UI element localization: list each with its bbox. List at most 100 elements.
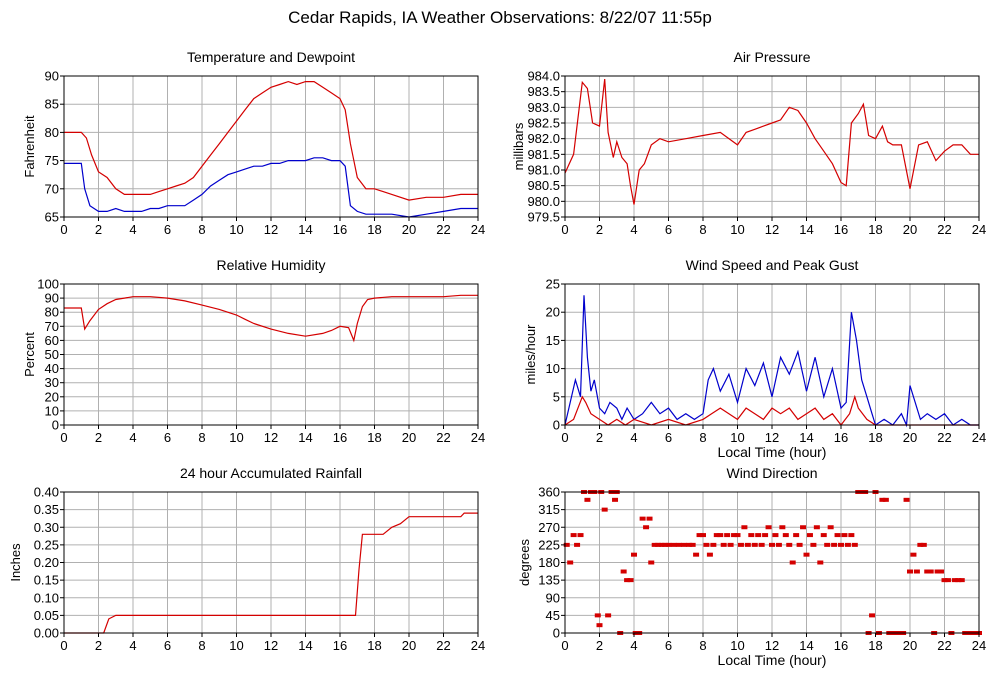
winddir-xtick-label: 12 [765, 638, 779, 653]
pressure-xtick-label: 20 [903, 222, 917, 237]
winddir-point [655, 542, 662, 547]
wind-xtick-label: 18 [868, 430, 882, 445]
rain-xtick-label: 10 [229, 638, 243, 653]
winddir-point [737, 542, 744, 547]
winddir-point [751, 542, 758, 547]
rain-ylabel: Inches [8, 543, 23, 582]
winddir-point [706, 552, 713, 557]
temp-xtick-label: 24 [471, 222, 485, 237]
rh-xtick-label: 4 [129, 430, 136, 445]
rain-xtick-label: 6 [164, 638, 171, 653]
rh-xtick-label: 14 [298, 430, 312, 445]
pressure-ytick-label: 984.0 [527, 69, 560, 84]
wind-ylabel: miles/hour [523, 324, 538, 385]
winddir-point [574, 542, 581, 547]
winddir-point [703, 542, 710, 547]
rh-ytick-label: 70 [45, 319, 59, 334]
winddir-point [834, 533, 841, 538]
wind-ytick-label: 0 [553, 418, 560, 433]
pressure-xtick-label: 4 [630, 222, 637, 237]
rain-xtick-label: 4 [129, 638, 136, 653]
pressure-xtick-label: 6 [665, 222, 672, 237]
pressure-ytick-label: 980.5 [527, 178, 560, 193]
winddir-point [769, 542, 775, 547]
pressure-title: Air Pressure [733, 49, 810, 65]
winddir-point [903, 497, 910, 502]
wind-xtick-label: 6 [665, 430, 672, 445]
winddir-point [717, 533, 724, 538]
winddir-point [907, 569, 913, 574]
wind-xtick-label: 8 [699, 430, 706, 445]
winddir-point [813, 525, 820, 530]
rain-ytick-label: 0.05 [34, 608, 59, 623]
winddir-point [869, 613, 876, 618]
winddir-xtick-label: 8 [699, 638, 706, 653]
pressure-ytick-label: 981.5 [527, 147, 560, 162]
winddir-point [920, 542, 927, 547]
wind-xtick-label: 4 [630, 430, 637, 445]
winddir-point [646, 516, 653, 521]
pressure-ytick-label: 983.5 [527, 84, 560, 99]
winddir-point [662, 542, 669, 547]
rh-xtick-label: 12 [264, 430, 278, 445]
rain-xtick-label: 22 [436, 638, 450, 653]
winddir-point [817, 560, 824, 565]
pressure-xtick-label: 16 [834, 222, 848, 237]
winddir-point [720, 542, 727, 547]
rh-xtick-label: 24 [471, 430, 485, 445]
winddir-point [810, 542, 817, 547]
winddir-point [838, 542, 844, 547]
winddir-point [748, 533, 755, 538]
rh-ytick-label: 100 [37, 277, 59, 292]
rh-ytick-label: 40 [45, 361, 59, 376]
winddir-point [841, 533, 848, 538]
rh-ytick-label: 0 [52, 418, 59, 433]
winddir-point [827, 525, 834, 530]
winddir-xlabel: Local Time (hour) [718, 652, 827, 668]
pressure-ytick-label: 981.0 [527, 163, 560, 178]
winddir-point [567, 560, 574, 565]
wind-xtick-label: 14 [799, 430, 813, 445]
rh-ytick-label: 50 [45, 347, 59, 362]
winddir-point [601, 507, 608, 512]
temp-ytick-label: 90 [45, 69, 59, 84]
winddir-point [713, 533, 720, 538]
rh-xtick-label: 22 [436, 430, 450, 445]
pressure-xtick-label: 22 [937, 222, 951, 237]
rain-ytick-label: 0.25 [34, 537, 59, 552]
rh-series-0 [64, 294, 478, 343]
winddir-point [658, 542, 665, 547]
winddir-point [693, 552, 700, 557]
winddir-point [734, 533, 741, 538]
winddir-point [724, 533, 731, 538]
rh-xtick-label: 6 [164, 430, 171, 445]
winddir-point [584, 497, 591, 502]
winddir-ytick-label: 360 [538, 485, 560, 500]
rain-title: 24 hour Accumulated Rainfall [180, 465, 362, 481]
temp-title: Temperature and Dewpoint [187, 49, 355, 65]
rh-ytick-label: 90 [45, 291, 59, 306]
temp-xtick-label: 6 [164, 222, 171, 237]
rh-ytick-label: 60 [45, 333, 59, 348]
winddir-point [696, 533, 703, 538]
winddir-point [570, 533, 577, 538]
winddir-point [927, 569, 934, 574]
rain-ytick-label: 0.40 [34, 485, 59, 500]
winddir-point [651, 542, 658, 547]
rain-xtick-label: 24 [471, 638, 485, 653]
winddir-point [772, 533, 779, 538]
rain-ytick-label: 0.30 [34, 520, 59, 535]
pressure-ytick-label: 979.5 [527, 210, 560, 225]
winddir-point [848, 533, 855, 538]
winddir-point [744, 542, 751, 547]
pressure-xtick-label: 0 [561, 222, 568, 237]
wind-series-1 [564, 394, 979, 426]
pressure-ytick-label: 983.0 [527, 100, 560, 115]
winddir-xtick-label: 24 [972, 638, 986, 653]
